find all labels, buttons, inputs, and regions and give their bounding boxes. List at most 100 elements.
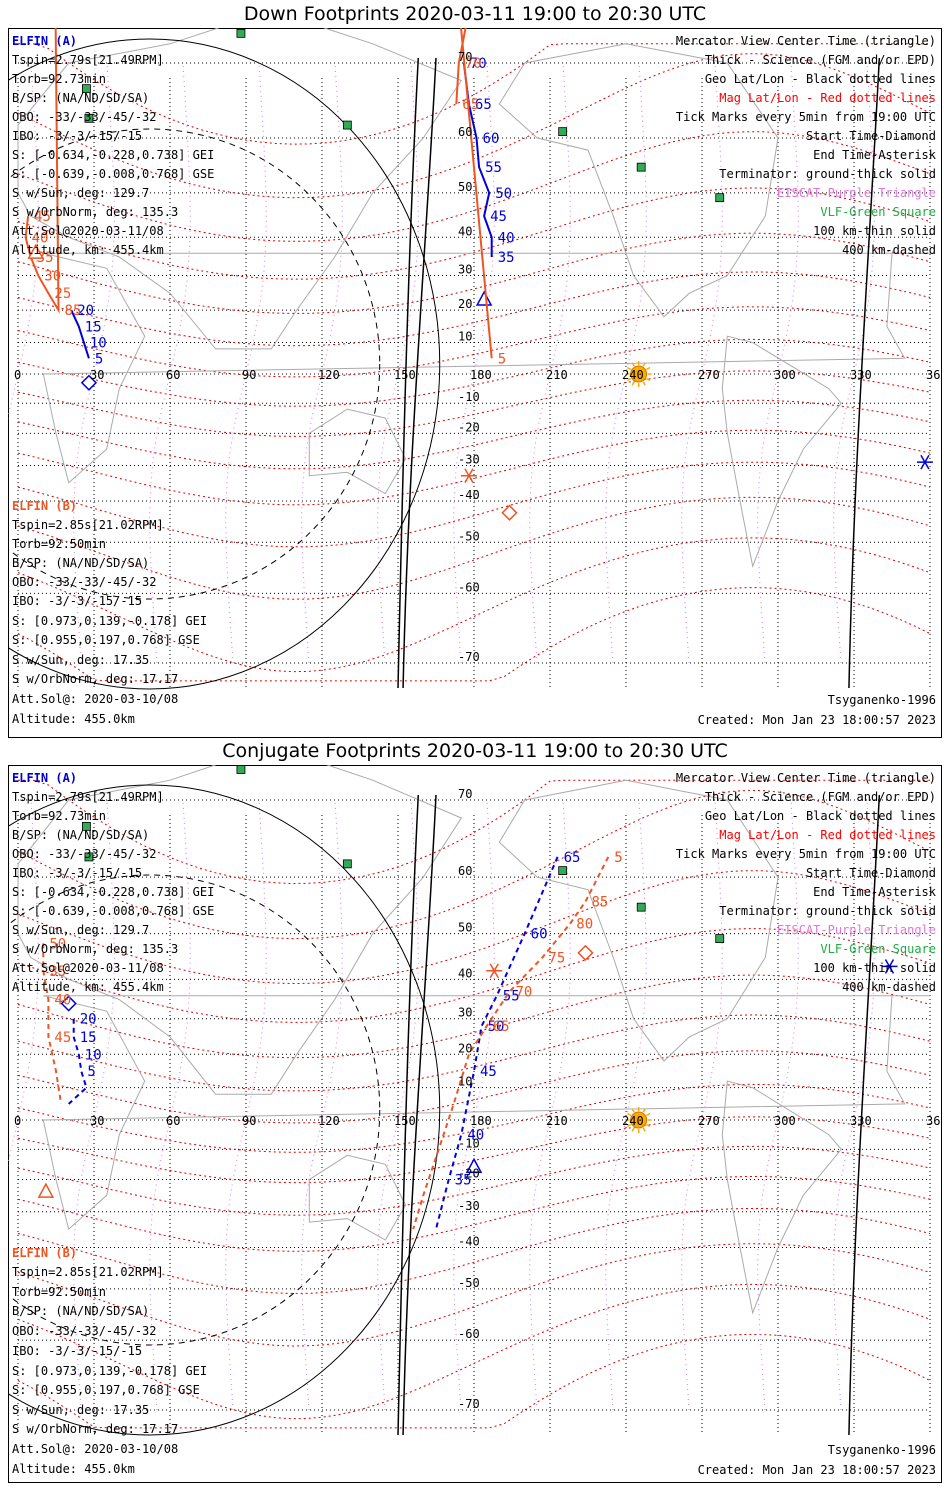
footprint-track	[24, 28, 60, 314]
mag-parallel	[17, 496, 931, 600]
info-line: S: [-0.634,-0.228,0.738] GEI	[12, 148, 214, 162]
y-tick-label: -40	[458, 1234, 480, 1248]
axis-tick-labels: 0 30 60 90 120 150 180 210 240 270 300 330 360 70 60 50…	[14, 50, 942, 664]
legend-item: VLF-Green Square	[820, 205, 936, 219]
elfin-a-header: ELFIN (A)	[12, 771, 77, 785]
legend-item: EISCAT-Purple Triangle	[777, 923, 936, 937]
info-line: OBO: -33/-33/-45/-32	[12, 110, 157, 124]
x-tick-label: 210	[546, 368, 568, 382]
x-tick-label: 240	[622, 1114, 644, 1128]
coastline	[42, 252, 930, 484]
track-tick-label: 70	[465, 56, 482, 72]
mag-parallel	[17, 338, 931, 407]
footprint-track	[42, 943, 63, 1105]
x-tick-label: 90	[242, 368, 256, 382]
coastline	[721, 1080, 842, 1315]
legend-item: 100 km-thin solid	[813, 224, 936, 238]
mag-meridian	[301, 62, 343, 664]
legend-item: Thick - Science (FGM and/or EPD)	[705, 53, 936, 67]
center-triangle	[37, 1182, 55, 1198]
mag-meridian	[757, 62, 799, 664]
info-line: Tspin=2.85s[21.02RPM]	[12, 1265, 164, 1279]
y-tick-label: -70	[458, 650, 480, 664]
visibility-400km-ring	[8, 128, 381, 600]
legend-item: Tick Marks every 5min from 19:00 UTC	[676, 847, 936, 861]
terminator-line	[848, 794, 881, 1436]
vlf-station-marker	[636, 162, 646, 172]
info-line: S: [0.955,0.197,0.768] GSE	[12, 633, 200, 647]
center-triangle	[475, 290, 493, 306]
mag-parallel	[17, 1145, 931, 1216]
legend-item: 400 km-dashed	[842, 243, 936, 257]
legend-item: Tick Marks every 5min from 19:00 UTC	[676, 110, 936, 124]
track-tick-label: 45	[54, 1030, 71, 1046]
track-tick-label: 65	[564, 850, 581, 866]
legend-item: Mag Lat/Lon - Red dotted lines	[719, 828, 936, 842]
x-tick-label: 30	[90, 1114, 104, 1128]
coastline	[721, 335, 842, 568]
mag-parallel	[17, 232, 931, 314]
terminator-line	[402, 794, 437, 1436]
info-line: S: [-0.639,-0.008,0.768] GSE	[12, 904, 214, 918]
mag-meridian	[833, 62, 875, 664]
info-line: Altitude, km: 455.4km	[12, 980, 164, 994]
y-tick-label: 30	[458, 263, 472, 277]
info-line: OBO: -33/-33/-45/-32	[12, 847, 157, 861]
track-tick-label: 85	[65, 303, 82, 319]
axis-tick-labels: 0 30 60 90 120 150 180 210 240 270 300 330 360 70 60 50…	[14, 787, 942, 1411]
vlf-station-marker	[236, 765, 246, 774]
start-diamond	[60, 995, 77, 1012]
y-tick-label: 50	[458, 180, 472, 194]
legend-item: Terminator: ground-thick solid	[719, 904, 936, 918]
mag-parallel	[17, 1014, 931, 1092]
x-tick-label: 150	[394, 1114, 416, 1128]
x-tick-label: 360	[926, 1114, 942, 1128]
track-tick-label: 35	[498, 250, 515, 266]
footprint-track	[435, 856, 559, 1230]
mag-parallel	[17, 1283, 931, 1420]
mag-parallel	[17, 928, 931, 1023]
footprint-track	[70, 309, 90, 359]
y-tick-label: 70	[458, 787, 472, 801]
coastline	[498, 779, 779, 1062]
track-tick-label: 15	[80, 1030, 97, 1046]
center-triangle	[27, 243, 44, 259]
footprint-tracks: 2015105354045505560657045403530258580756…	[24, 28, 933, 521]
track-tick-label: 65	[462, 97, 479, 113]
sun-ray	[642, 381, 646, 386]
track-tick-label: 50	[495, 186, 512, 202]
info-line: OBO: -33/-33/-45/-32	[12, 1324, 157, 1338]
y-tick-label: -50	[458, 529, 480, 543]
coastline	[308, 408, 407, 495]
mag-parallel	[17, 370, 931, 437]
sun-ray	[631, 1108, 635, 1113]
info-line: S: [-0.634,-0.228,0.738] GEI	[12, 885, 214, 899]
y-tick-label: -60	[458, 580, 480, 594]
info-line: S w/Sun, deg: 129.7	[12, 923, 149, 937]
info-line: S w/Sun, deg: 17.35	[12, 1403, 149, 1417]
info-line: B/SP: (NA/ND/SD/SA)	[12, 1304, 149, 1318]
legend-item: Start Time-Diamond	[806, 866, 936, 880]
legend-item: Geo Lat/Lon - Black dotted lines	[705, 809, 936, 823]
track-tick-label: 45	[490, 209, 507, 225]
info-line: Att.Sol@: 2020-03-10/08	[12, 692, 178, 706]
footprint-track	[462, 62, 493, 257]
x-tick-label: 270	[698, 368, 720, 382]
track-tick-label: 55	[503, 989, 520, 1005]
panel-title: Conjugate Footprints 2020-03-11 19:00 to…	[222, 740, 728, 762]
mag-parallel	[17, 974, 931, 1059]
track-tick-label: 50	[49, 936, 66, 952]
info-line: Torb=92.73min	[12, 72, 106, 86]
mag-parallel	[17, 306, 931, 378]
info-line: S w/OrbNorm, deg: 135.3	[12, 205, 178, 219]
mag-parallel	[17, 271, 931, 347]
info-line: Att.Sol@: 2020-03-10/08	[12, 1442, 178, 1456]
y-tick-label: 30	[458, 1006, 472, 1020]
track-tick-label: 35	[49, 964, 66, 980]
info-line: Torb=92.50min	[12, 1285, 106, 1299]
coastline	[498, 43, 779, 318]
sun-ray	[627, 1112, 632, 1117]
track-tick-label: 25	[54, 286, 71, 302]
mag-parallel	[17, 1050, 931, 1124]
end-asterisk	[884, 959, 895, 974]
